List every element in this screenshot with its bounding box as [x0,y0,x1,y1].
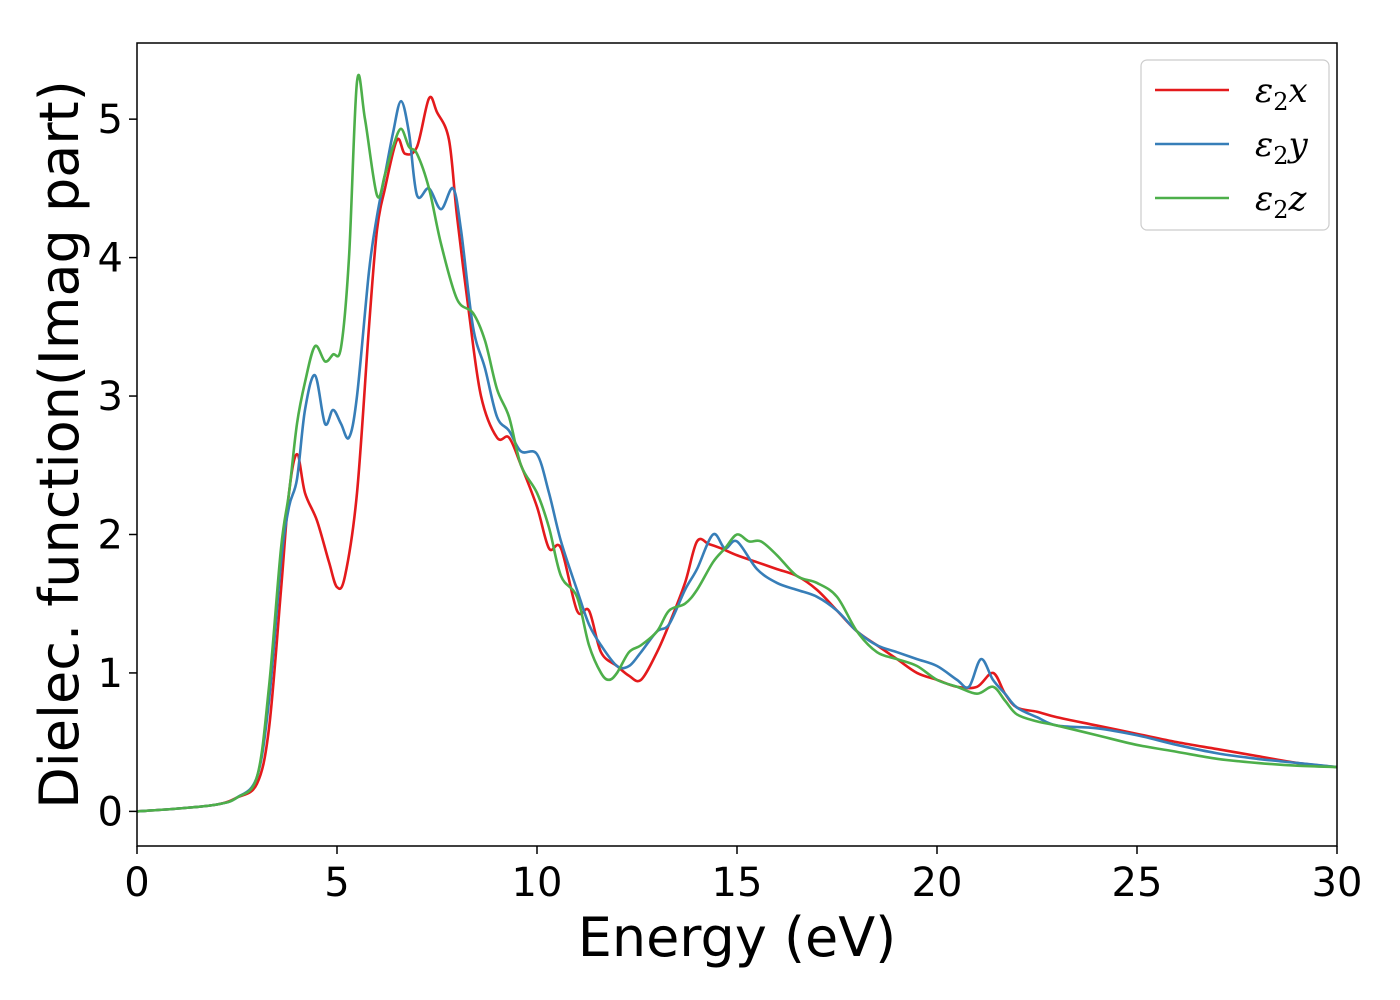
legend-entry-y: ε2y [1155,125,1309,170]
legend-label: ε2x [1255,71,1308,116]
series-line-y [137,99,1337,813]
x-axis-label: Energy (eV) [578,906,897,969]
y-tick-label: 2 [98,512,123,558]
x-tick-label: 10 [512,860,563,906]
x-tick-label: 5 [324,860,349,906]
y-tick-label: 4 [98,236,123,282]
x-tick-label: 20 [912,860,963,906]
x-tick-label: 0 [124,860,149,906]
y-tick-label: 1 [98,651,123,697]
y-axis-label: Dielec. function(Imag part) [28,80,91,809]
legend-entry-z: ε2z [1155,179,1308,224]
series-line-z [137,73,1337,813]
y-tick-label: 0 [98,789,123,835]
x-tick-label: 15 [712,860,763,906]
x-tick-label: 30 [1312,860,1363,906]
x-tick-label: 25 [1112,860,1163,906]
y-tick-label: 5 [98,97,123,143]
y-axis: 0 1 2 3 4 5 [98,97,137,835]
x-axis: 0 5 10 15 20 25 30 [124,846,1362,906]
legend-box [1140,59,1330,231]
legend: ε2x ε2y ε2z [1140,59,1330,231]
y-tick-label: 3 [98,374,123,420]
series-layer [137,73,1337,813]
legend-entry-x: ε2x [1155,71,1308,116]
legend-label: ε2z [1255,179,1308,224]
legend-label: ε2y [1255,125,1309,170]
